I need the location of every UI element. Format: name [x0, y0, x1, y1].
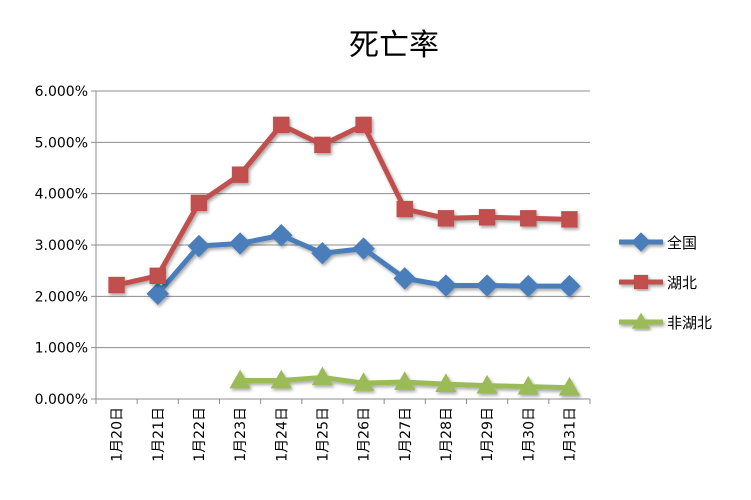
data-point: [437, 210, 455, 227]
data-point: [352, 372, 375, 391]
gridlines: [96, 90, 590, 400]
data-point: [311, 366, 334, 386]
x-tick-label: 1月30日: [521, 407, 537, 462]
chart-title: 死亡率: [349, 28, 439, 63]
x-axis: 1月20日 1月21日 1月22日 1月23日 1月24日 1月25日 1月26日 1月27日…: [95, 398, 591, 462]
x-tick-label: 1月29日: [480, 407, 496, 462]
data-point: [475, 274, 499, 297]
x-tick-label: 1月23日: [233, 407, 249, 462]
data-point: [561, 211, 578, 228]
legend-item: [619, 312, 663, 329]
data-point: [187, 234, 211, 258]
data-point: [311, 242, 334, 265]
legend-label: 非湖北: [667, 314, 712, 332]
data-point: [229, 369, 251, 389]
data-point: [517, 375, 539, 395]
data-point: [146, 282, 169, 305]
data-point: [190, 194, 208, 212]
data-point: [435, 373, 457, 392]
data-point: [149, 267, 166, 285]
x-tick-label: 1月22日: [192, 407, 208, 462]
data-point: [273, 116, 290, 134]
data-point: [270, 224, 293, 247]
series-0: [146, 224, 581, 305]
data-point: [108, 276, 125, 294]
data-point: [396, 200, 413, 218]
y-tick-label: 5.000%: [35, 135, 88, 151]
y-tick-label: 1.000%: [35, 341, 88, 357]
x-tick-label: 1月27日: [398, 407, 414, 462]
legend-label: 全国: [667, 234, 697, 252]
y-tick-label: 4.000%: [35, 187, 88, 203]
series-layer: [108, 116, 581, 396]
data-point: [314, 136, 331, 154]
x-tick-label: 1月24日: [274, 407, 290, 462]
y-tick-label: 6.000%: [35, 84, 88, 100]
data-point: [520, 210, 537, 227]
legend-marker: [631, 232, 651, 252]
data-point: [517, 274, 540, 298]
x-tick-label: 1月26日: [357, 407, 373, 462]
y-tick-label: 3.000%: [35, 238, 88, 254]
x-tick-label: 1月28日: [439, 407, 455, 462]
data-point: [355, 116, 372, 134]
data-point: [558, 274, 581, 298]
x-tick-label: 1月20日: [110, 407, 126, 462]
data-point: [352, 237, 375, 260]
data-point: [231, 166, 249, 183]
series-2: [229, 366, 581, 396]
legend-label: 湖北: [667, 274, 697, 292]
legend-marker: [631, 312, 651, 329]
legend-item: [619, 274, 663, 290]
data-point: [228, 232, 252, 255]
y-tick-label: 0.000%: [35, 392, 88, 408]
x-tick-label: 1月25日: [315, 407, 331, 462]
legend-marker: [633, 274, 649, 290]
data-point: [478, 209, 496, 226]
x-tick-label: 1月21日: [151, 407, 167, 462]
x-tick-label: 1月31日: [562, 407, 578, 462]
data-point: [434, 274, 458, 297]
legend-item: [619, 232, 663, 252]
data-point: [394, 371, 416, 390]
data-point: [393, 267, 416, 290]
y-tick-label: 2.000%: [35, 289, 88, 305]
series-1: [108, 116, 578, 294]
data-point: [476, 374, 498, 394]
y-axis: 0.000% 1.000% 2.000% 3.000% 4.000% 5.000% 6.00…: [35, 84, 97, 408]
data-point: [270, 369, 292, 389]
data-point: [558, 376, 581, 396]
